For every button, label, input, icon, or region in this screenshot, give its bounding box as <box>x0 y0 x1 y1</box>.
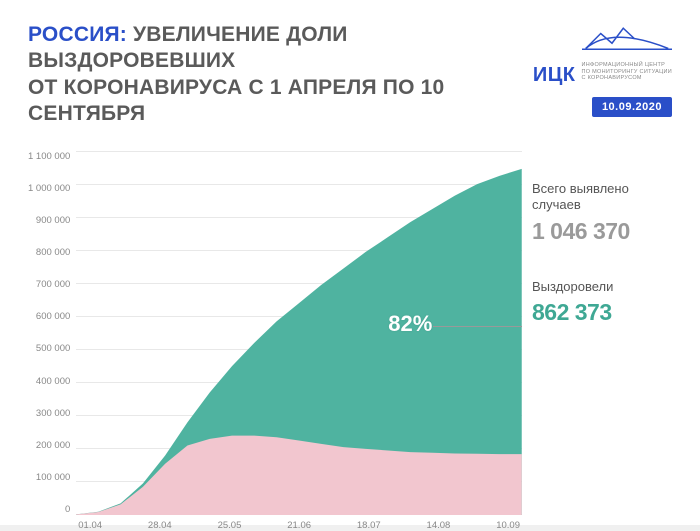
chart-wrap: 1 100 000 1 000 000 900 000 800 000 700 000 6… <box>28 151 522 531</box>
area-chart <box>76 151 522 515</box>
title-block: РОССИЯ: УВЕЛИЧЕНИЕ ДОЛИ ВЫЗДОРОВЕВШИХ ОТ… <box>28 22 488 127</box>
plot-area: 82% 01.04 28.04 25.05 21.06 18.07 14.08 10.09 <box>76 151 522 531</box>
y-tick: 600 000 <box>36 311 70 322</box>
x-tick: 14.08 <box>427 520 451 531</box>
title-country: РОССИЯ: <box>28 23 127 46</box>
stat-total: Всего выявлено случаев 1 046 370 <box>532 181 672 245</box>
logo-block: ИЦК ИНФОРМАЦИОННЫЙ ЦЕНТР ПО МОНИТОРИНГУ … <box>533 22 672 117</box>
y-tick: 900 000 <box>36 215 70 226</box>
y-tick: 1 100 000 <box>28 151 70 162</box>
y-tick: 400 000 <box>36 376 70 387</box>
y-tick: 1 000 000 <box>28 183 70 194</box>
y-tick: 700 000 <box>36 279 70 290</box>
y-axis: 1 100 000 1 000 000 900 000 800 000 700 000 6… <box>28 151 76 531</box>
y-tick: 200 000 <box>36 440 70 451</box>
stat-total-label: Всего выявлено случаев <box>532 181 672 214</box>
y-tick: 0 <box>65 504 70 515</box>
side-stats: Всего выявлено случаев 1 046 370 Выздоро… <box>532 151 672 531</box>
x-tick: 28.04 <box>148 520 172 531</box>
stat-recovered-label: Выздоровели <box>532 279 672 295</box>
logo-subtitle: ИНФОРМАЦИОННЫЙ ЦЕНТР ПО МОНИТОРИНГУ СИТУ… <box>582 62 672 82</box>
y-tick: 500 000 <box>36 343 70 354</box>
x-tick: 18.07 <box>357 520 381 531</box>
header: РОССИЯ: УВЕЛИЧЕНИЕ ДОЛИ ВЫЗДОРОВЕВШИХ ОТ… <box>28 22 672 127</box>
y-tick: 300 000 <box>36 408 70 419</box>
x-tick: 01.04 <box>78 520 102 531</box>
logo-icon <box>582 22 672 60</box>
percent-label: 82% <box>388 311 432 337</box>
stat-total-value: 1 046 370 <box>532 218 672 245</box>
main-area: 1 100 000 1 000 000 900 000 800 000 700 000 6… <box>28 151 672 531</box>
stat-recovered-value: 862 373 <box>532 299 672 326</box>
x-tick: 10.09 <box>496 520 520 531</box>
title-line-1: РОССИЯ: УВЕЛИЧЕНИЕ ДОЛИ ВЫЗДОРОВЕВШИХ <box>28 22 488 75</box>
x-tick: 25.05 <box>218 520 242 531</box>
x-tick: 21.06 <box>287 520 311 531</box>
percent-connector <box>433 326 522 327</box>
y-tick: 100 000 <box>36 472 70 483</box>
infographic-card: РОССИЯ: УВЕЛИЧЕНИЕ ДОЛИ ВЫЗДОРОВЕВШИХ ОТ… <box>0 0 700 525</box>
title-line-2: ОТ КОРОНАВИРУСА С 1 АПРЕЛЯ ПО 10 СЕНТЯБР… <box>28 75 488 128</box>
y-tick: 800 000 <box>36 247 70 258</box>
logo-text: ИЦК <box>533 64 576 87</box>
stat-recovered: Выздоровели 862 373 <box>532 279 672 326</box>
date-badge: 10.09.2020 <box>592 97 672 117</box>
x-axis: 01.04 28.04 25.05 21.06 18.07 14.08 10.09 <box>76 520 522 531</box>
